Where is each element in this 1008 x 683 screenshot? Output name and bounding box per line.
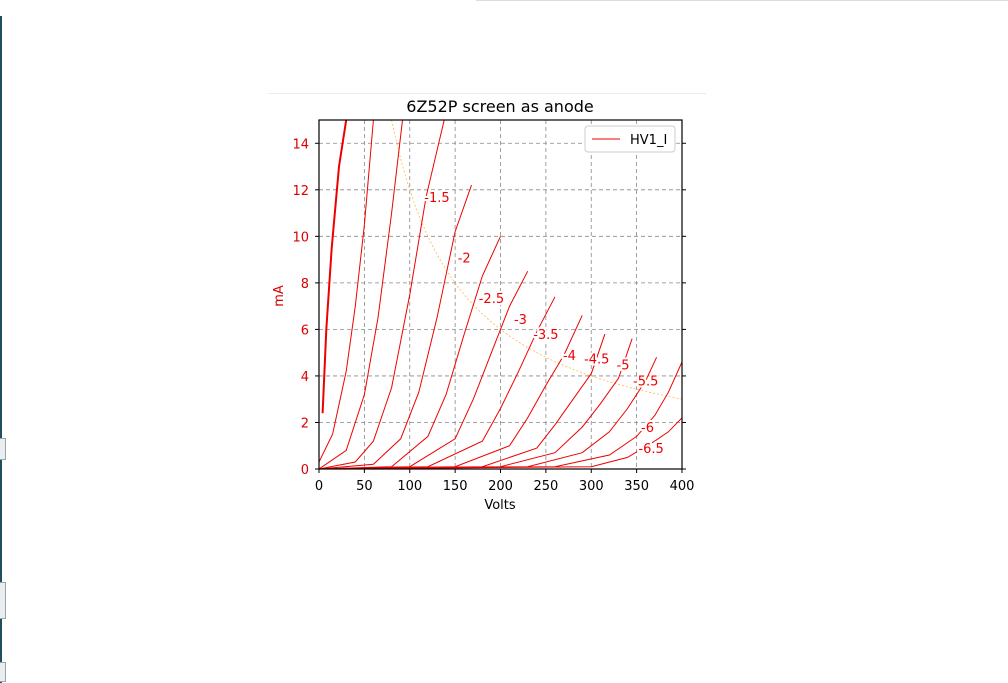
curve-label: -5.5 xyxy=(633,375,658,390)
x-axis-label: Volts xyxy=(484,498,516,513)
x-tick-label: 300 xyxy=(579,479,604,494)
x-tick-label: 100 xyxy=(397,479,422,494)
y-tick-label: 0 xyxy=(301,463,309,478)
window-left-edge xyxy=(0,16,2,683)
curve-label: -6.5 xyxy=(638,442,663,457)
curve-label: -2.5 xyxy=(479,292,504,307)
curve-label: -3 xyxy=(514,313,527,328)
chart-title: 6Z52P screen as anode xyxy=(406,97,593,116)
x-tick-label: 350 xyxy=(624,479,649,494)
series-line xyxy=(319,120,403,469)
y-tick-label: 6 xyxy=(301,323,309,338)
series-line xyxy=(319,417,682,469)
legend-box xyxy=(584,125,676,153)
curve-label: -5 xyxy=(617,358,630,373)
window-top-border xyxy=(476,0,1008,1)
series-line xyxy=(319,120,374,463)
curve-label: -4 xyxy=(563,349,576,364)
curve-label: -4.5 xyxy=(584,352,609,367)
x-tick-label: 200 xyxy=(488,479,513,494)
curves-group xyxy=(319,120,682,469)
axis-ticks: 0 50 100 150 200 250 300 350 400 0 2 4 6 8 10 12 14 xyxy=(292,137,694,494)
x-tick-label: 150 xyxy=(443,479,468,494)
curve-labels-group: -1.5 -2 -2.5 -3 -3.5 -4 -4.5 -5-5.5 -6 -6.5 xyxy=(422,189,666,459)
y-tick-label: 8 xyxy=(301,277,309,292)
figure-top-border xyxy=(268,93,706,94)
curve-label: -3.5 xyxy=(533,328,558,343)
x-tick-label: 400 xyxy=(670,479,695,494)
y-tick-label: 12 xyxy=(292,184,309,199)
y-tick-label: 10 xyxy=(292,230,309,245)
legend: HV1_I xyxy=(584,125,676,153)
x-tick-label: 50 xyxy=(356,479,373,494)
x-tick-label: 250 xyxy=(533,479,558,494)
series-line xyxy=(319,120,445,469)
curve-label: -2 xyxy=(458,251,471,266)
left-panel-tab[interactable] xyxy=(0,582,6,619)
left-panel-tab[interactable] xyxy=(0,662,6,682)
curve-label: -6 xyxy=(641,421,654,436)
series-line xyxy=(321,120,348,414)
y-tick-label: 2 xyxy=(301,416,309,431)
series-line xyxy=(319,357,658,469)
series-line xyxy=(319,184,472,469)
legend-entry-label: HV1_I xyxy=(630,133,667,148)
y-tick-label: 4 xyxy=(301,370,309,385)
dissipation-curve xyxy=(391,120,682,400)
y-axis-label: mA xyxy=(272,285,287,307)
y-tick-label: 14 xyxy=(292,137,309,152)
left-panel-tab[interactable] xyxy=(0,438,6,460)
curve-label: -1.5 xyxy=(424,191,449,206)
x-tick-label: 0 xyxy=(315,479,323,494)
